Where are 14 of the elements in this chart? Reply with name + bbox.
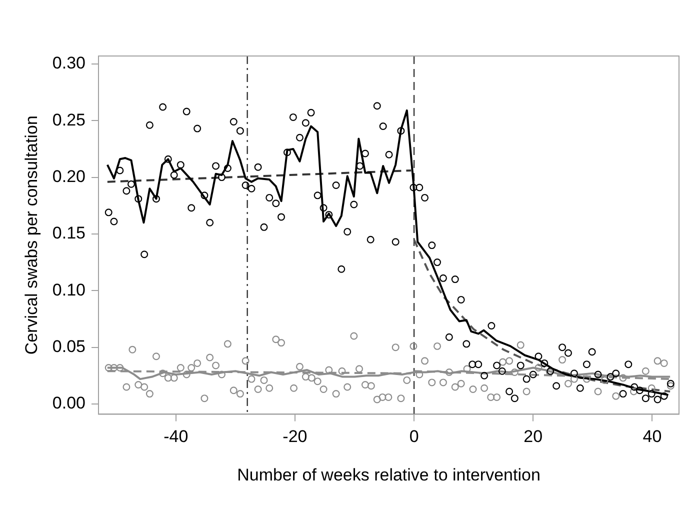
y-tick-label: 0.30 [52,54,86,73]
x-axis-title: Number of weeks relative to intervention [237,465,540,484]
y-tick-label: 0.20 [52,166,86,186]
y-tick-label: 0.15 [52,224,86,243]
y-tick-label: 0.10 [52,280,86,300]
y-tick-label: 0.05 [52,337,86,356]
x-tick-label: 0 [409,427,419,446]
x-tick-label: 40 [642,427,662,446]
y-axis-title: Cervical swabs per consultation [22,116,41,355]
y-tick-label: 0.00 [52,394,86,413]
x-tick-label: -40 [164,427,188,446]
x-tick-label: 20 [524,427,543,446]
x-tick-label: -20 [282,427,308,446]
y-tick-label: 0.25 [52,110,86,130]
